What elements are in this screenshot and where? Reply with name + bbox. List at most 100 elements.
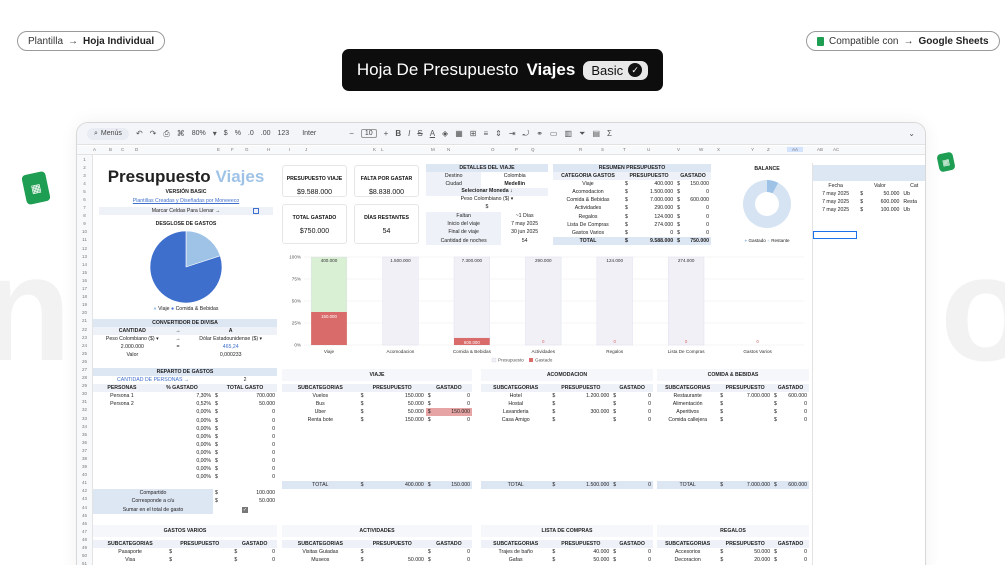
moneda-select[interactable]: Peso Colombiano ($) ▾ (426, 196, 548, 204)
column-header[interactable]: G (245, 147, 249, 152)
subcat-cell[interactable] (729, 408, 772, 416)
row-header[interactable]: 34 (81, 423, 87, 429)
subcat-cell[interactable]: 0 (467, 549, 470, 556)
row-header[interactable]: 41 (81, 480, 87, 486)
column-header[interactable]: J (305, 147, 308, 152)
rotate-icon[interactable]: ⤾ (522, 128, 530, 138)
subcat-cell[interactable]: 0 (272, 549, 275, 556)
side-cell[interactable]: 50.000 (883, 191, 900, 198)
subcat-cell[interactable]: $ (234, 557, 238, 564)
row-header[interactable]: 11 (82, 237, 87, 243)
subcat-cell[interactable]: $ (552, 557, 556, 564)
plus-icon[interactable]: + (383, 129, 389, 138)
row-header[interactable]: 38 (81, 456, 87, 462)
side-cell[interactable]: $ (860, 191, 864, 198)
subcat-cell[interactable]: $ (774, 401, 777, 408)
column-header[interactable]: B (109, 147, 113, 152)
side-cell[interactable]: 100.000 (880, 207, 900, 214)
compatible-pill[interactable]: Compatible con → Google Sheets (806, 31, 1000, 51)
column-header[interactable]: P (515, 147, 519, 152)
subcat-cell[interactable]: Vuelos (312, 393, 329, 400)
row-header[interactable]: 3 (83, 172, 86, 178)
decrease-decimal-button[interactable]: .0 (247, 130, 254, 137)
row-header[interactable]: 14 (81, 261, 87, 267)
row-header[interactable]: 24 (81, 342, 87, 348)
subcat-cell[interactable]: $ (774, 409, 777, 416)
subcat-cell[interactable]: $ (613, 557, 617, 564)
subcat-cell[interactable]: 0 (467, 557, 470, 564)
row-header[interactable]: 2 (83, 164, 86, 170)
column-header[interactable]: F (231, 147, 234, 152)
subcat-cell[interactable]: 0 (804, 409, 807, 416)
column-header[interactable]: V (677, 147, 681, 152)
subcat-cell[interactable]: 0 (804, 549, 807, 556)
row-header[interactable]: 29 (81, 383, 87, 389)
borders-icon[interactable]: ▦ (455, 129, 463, 138)
menu-search[interactable]: ⌕ Menús (87, 127, 129, 140)
row-header[interactable]: 47 (81, 528, 87, 534)
subcat-cell[interactable] (563, 400, 612, 408)
column-header[interactable]: AB (817, 147, 824, 152)
side-cell[interactable]: Resta (903, 199, 917, 206)
row-header[interactable]: 32 (81, 407, 87, 413)
row-header[interactable]: 5 (83, 188, 86, 194)
detalle-value[interactable]: 54 (521, 237, 528, 244)
row-header[interactable]: 46 (81, 520, 87, 526)
row-header[interactable]: 51 (81, 561, 87, 565)
undo-icon[interactable]: ↶ (135, 129, 143, 138)
subcat-cell[interactable]: $ (360, 549, 364, 556)
row-header[interactable]: 50 (81, 553, 87, 559)
subcat-cell[interactable]: $ (360, 557, 364, 564)
strikethrough-icon[interactable]: S (417, 129, 423, 138)
subcat-cell[interactable]: $ (613, 409, 617, 416)
subcat-cell[interactable] (729, 416, 772, 424)
subcat-cell[interactable]: 150.000 (404, 393, 424, 400)
column-header[interactable]: H (267, 147, 271, 152)
wrap-icon[interactable]: ⇥ (508, 129, 516, 138)
to-currency-select[interactable]: Dólar Estadounidense ($) ▾ (199, 336, 263, 343)
subcat-cell[interactable]: $ (613, 549, 617, 556)
subcat-cell[interactable]: $ (427, 557, 431, 564)
column-header[interactable]: T (623, 147, 626, 152)
side-cell[interactable]: $ (860, 207, 864, 214)
subcat-cell[interactable]: Lavanderia (502, 409, 529, 416)
text-color-icon[interactable]: A (429, 129, 436, 138)
subcat-cell[interactable]: 0 (804, 417, 807, 424)
column-header[interactable]: U (647, 147, 651, 152)
side-cell[interactable]: $ (860, 199, 864, 206)
subcat-cell[interactable]: 150.000 (436, 408, 472, 417)
sumar-checkbox[interactable]: ✓ (213, 506, 277, 514)
subcat-cell[interactable]: 0 (648, 393, 651, 400)
subcat-cell[interactable] (563, 416, 612, 424)
subcat-cell[interactable]: Restaurante (673, 393, 702, 400)
subcat-cell[interactable]: $ (774, 417, 777, 424)
redo-icon[interactable]: ↷ (149, 129, 157, 138)
subcat-cell[interactable]: Gafas (508, 557, 523, 564)
subcat-cell[interactable]: 0 (648, 401, 651, 408)
subcat-cell[interactable] (208, 548, 232, 556)
subcat-cell[interactable]: $ (360, 417, 364, 424)
row-header[interactable]: 10 (81, 229, 87, 235)
row-header[interactable]: 40 (81, 472, 87, 478)
row-header[interactable]: 21 (81, 318, 87, 324)
column-header[interactable]: L (381, 147, 384, 152)
side-cell[interactable]: Ub (903, 191, 911, 198)
detalle-value[interactable]: ~1 Días (515, 213, 534, 220)
subcat-cell[interactable]: $ (720, 549, 724, 556)
subcat-cell[interactable]: 0 (467, 401, 470, 408)
reparto-cell[interactable] (93, 433, 151, 441)
column-header[interactable]: Q (531, 147, 535, 152)
row-header[interactable]: 28 (81, 375, 87, 381)
subcat-cell[interactable]: 7.000.000 (746, 393, 770, 400)
row-header[interactable]: 35 (81, 431, 87, 437)
subcat-cell[interactable]: $ (774, 549, 777, 556)
reparto-cell[interactable] (93, 408, 151, 416)
subcat-cell[interactable]: 0 (804, 401, 807, 408)
column-header[interactable]: R (579, 147, 583, 152)
side-cell[interactable]: 600.000 (880, 199, 900, 206)
subcat-cell[interactable]: 150.000 (404, 417, 424, 424)
detalle-value[interactable]: 30 jun 2025 (511, 229, 539, 236)
column-header[interactable]: K (373, 147, 377, 152)
row-header[interactable]: 49 (81, 545, 87, 551)
reparto-cell[interactable] (93, 457, 151, 465)
